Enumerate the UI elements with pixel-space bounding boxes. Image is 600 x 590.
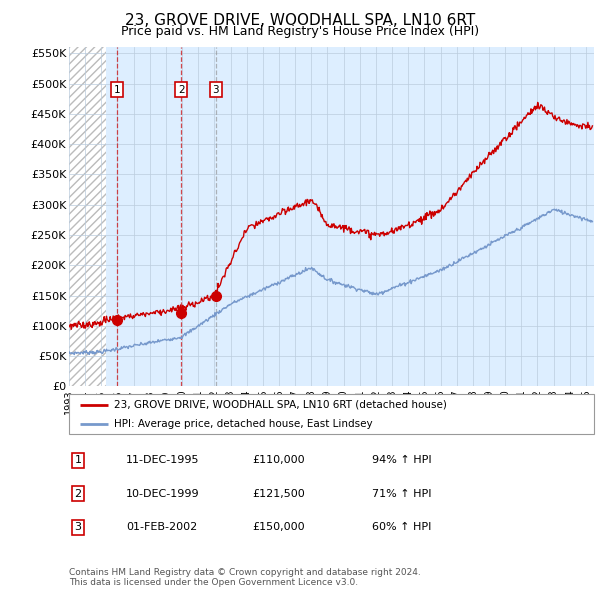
Text: 1: 1 xyxy=(74,455,82,465)
Bar xyxy=(69,47,106,386)
Text: 2: 2 xyxy=(74,489,82,499)
Text: HPI: Average price, detached house, East Lindsey: HPI: Average price, detached house, East… xyxy=(113,419,372,428)
Text: 01-FEB-2002: 01-FEB-2002 xyxy=(126,523,197,532)
Text: 1: 1 xyxy=(113,84,120,94)
Text: 60% ↑ HPI: 60% ↑ HPI xyxy=(372,523,431,532)
Text: 3: 3 xyxy=(212,84,219,94)
FancyBboxPatch shape xyxy=(69,394,594,434)
Text: 10-DEC-1999: 10-DEC-1999 xyxy=(126,489,200,499)
Text: 11-DEC-1995: 11-DEC-1995 xyxy=(126,455,199,465)
Text: £121,500: £121,500 xyxy=(252,489,305,499)
Text: Contains HM Land Registry data © Crown copyright and database right 2024.
This d: Contains HM Land Registry data © Crown c… xyxy=(69,568,421,587)
Text: Price paid vs. HM Land Registry's House Price Index (HPI): Price paid vs. HM Land Registry's House … xyxy=(121,25,479,38)
Text: 71% ↑ HPI: 71% ↑ HPI xyxy=(372,489,431,499)
Text: 23, GROVE DRIVE, WOODHALL SPA, LN10 6RT: 23, GROVE DRIVE, WOODHALL SPA, LN10 6RT xyxy=(125,13,475,28)
Text: 23, GROVE DRIVE, WOODHALL SPA, LN10 6RT (detached house): 23, GROVE DRIVE, WOODHALL SPA, LN10 6RT … xyxy=(113,400,446,410)
Text: 3: 3 xyxy=(74,523,82,532)
Text: £150,000: £150,000 xyxy=(252,523,305,532)
Text: £110,000: £110,000 xyxy=(252,455,305,465)
Text: 2: 2 xyxy=(178,84,185,94)
Text: 94% ↑ HPI: 94% ↑ HPI xyxy=(372,455,431,465)
